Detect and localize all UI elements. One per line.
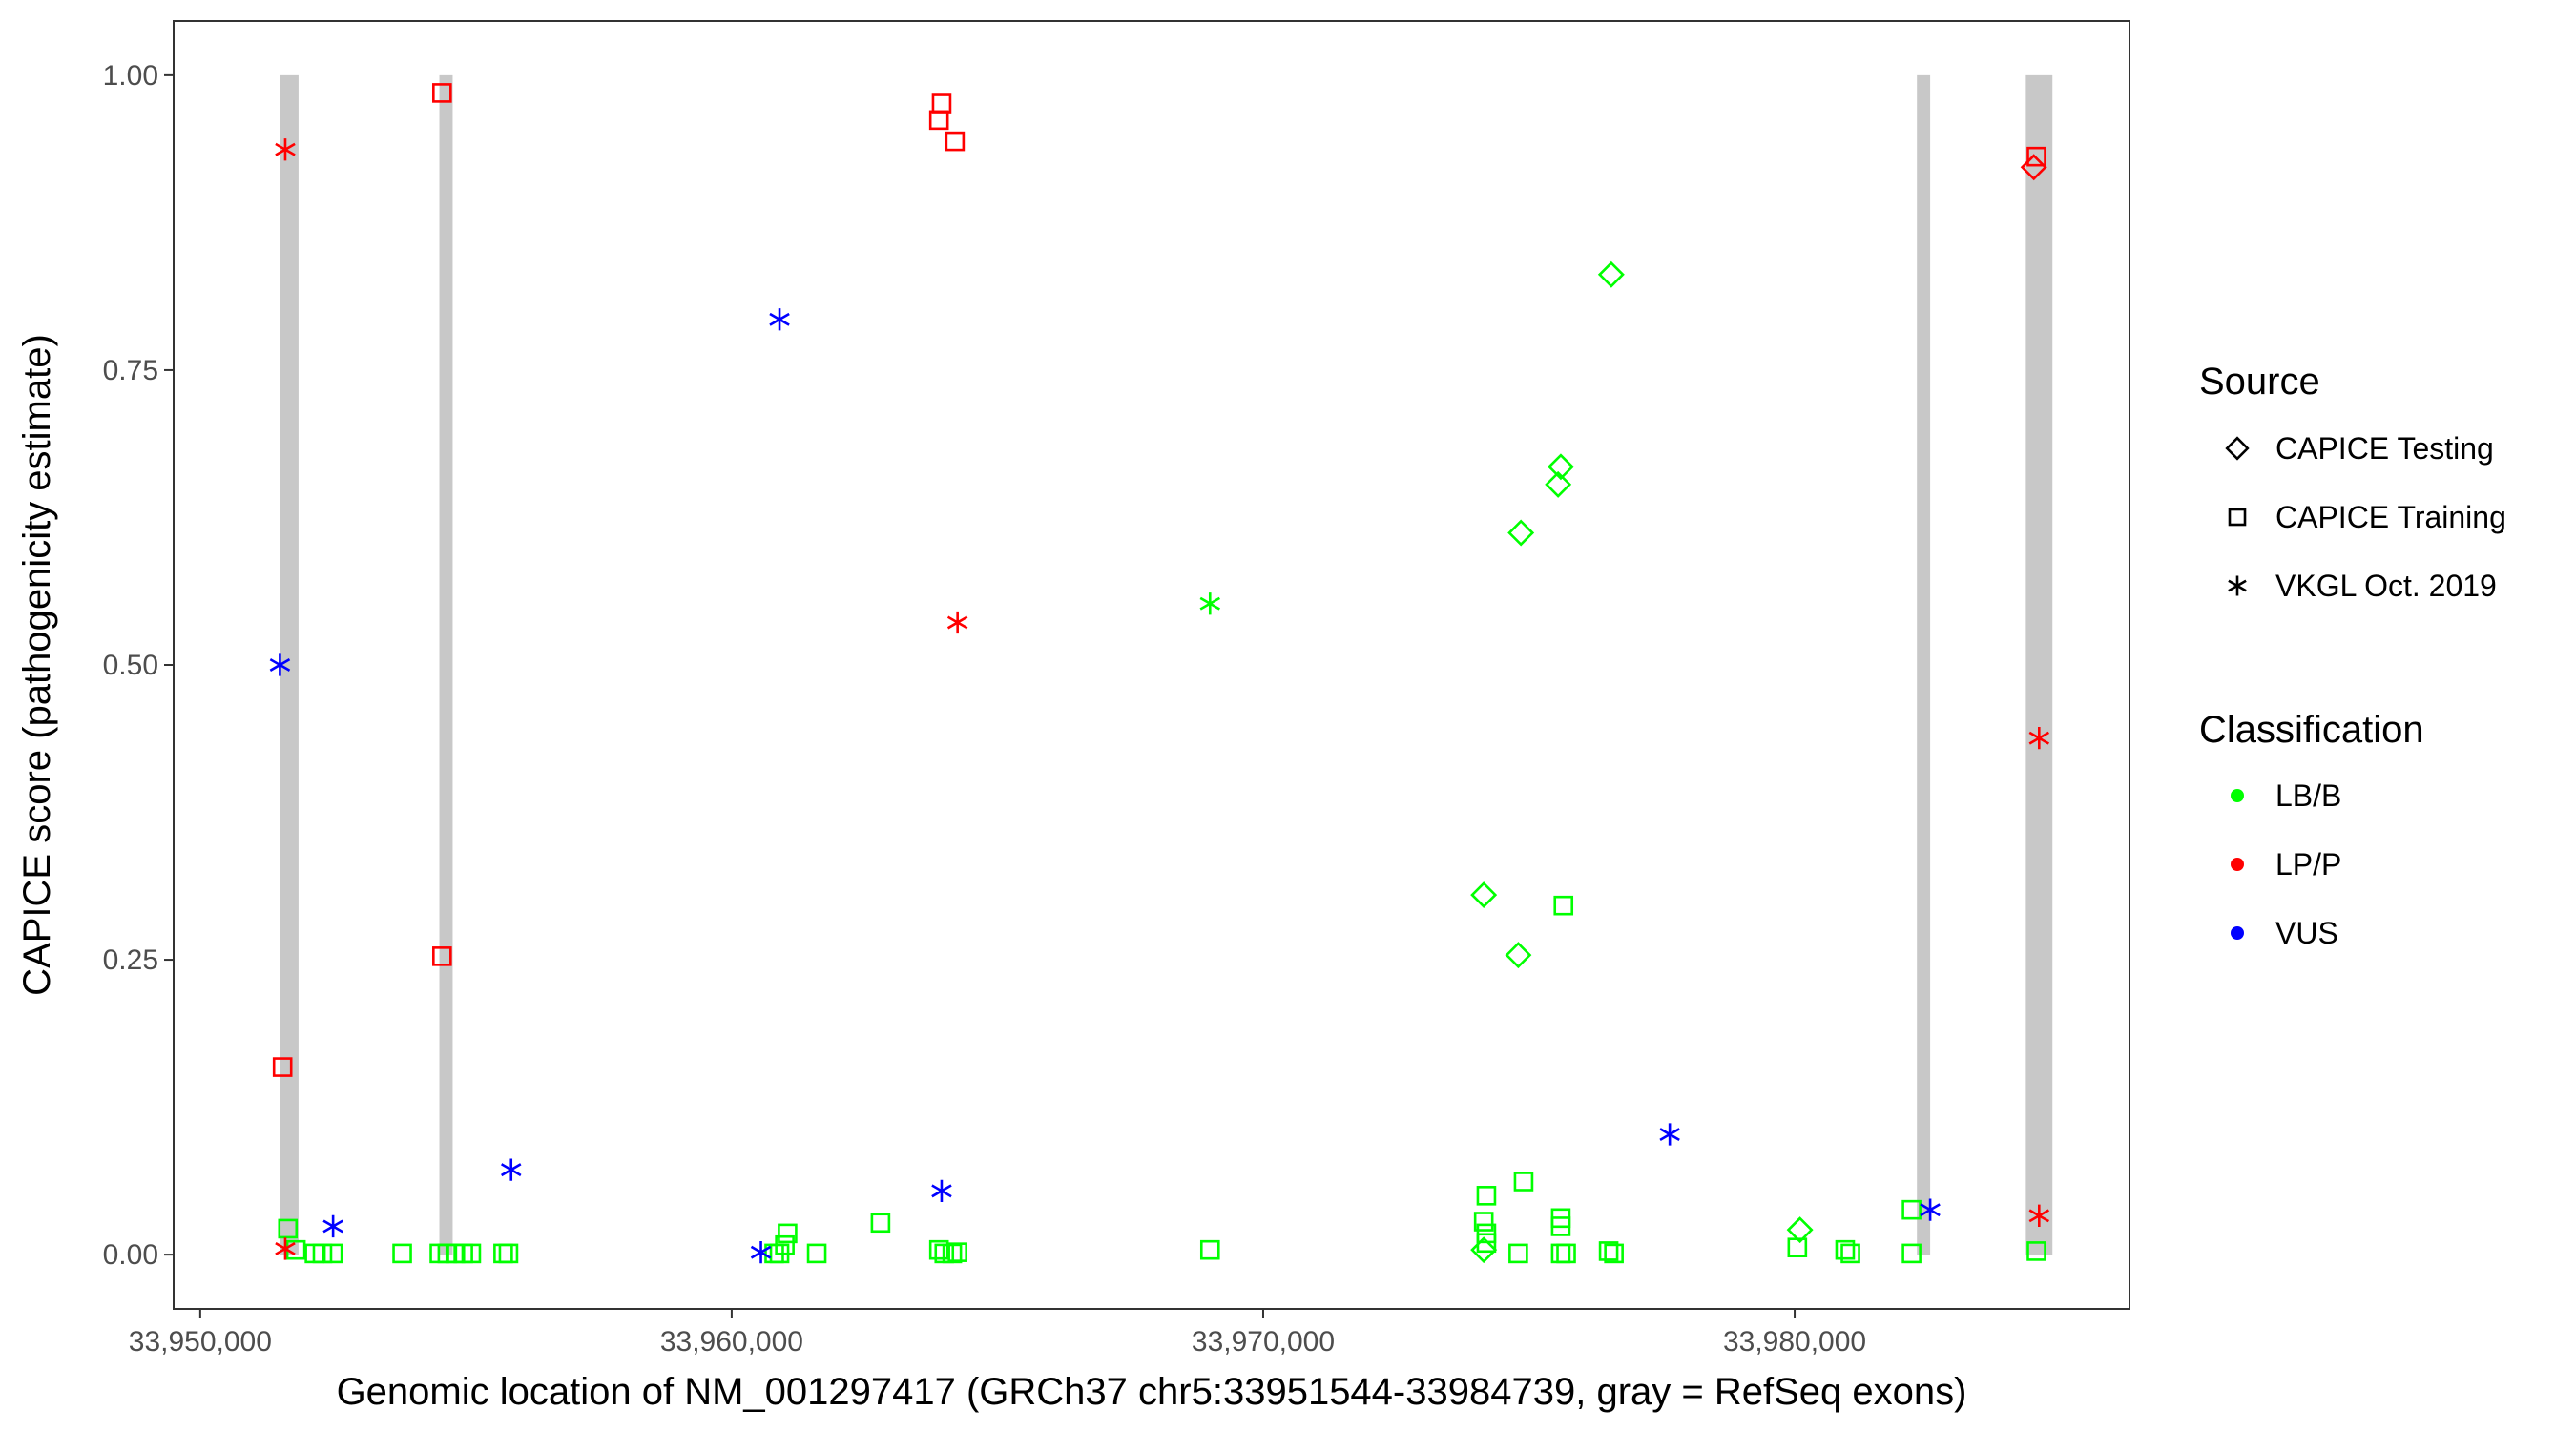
legend-label: LB/B bbox=[2275, 778, 2341, 813]
data-point-square bbox=[498, 1243, 519, 1264]
legend-label: CAPICE Testing bbox=[2275, 431, 2494, 466]
data-point-star bbox=[275, 138, 296, 161]
data-point-square bbox=[432, 83, 452, 103]
data-point-square bbox=[775, 1234, 795, 1255]
data-points bbox=[269, 83, 2050, 1264]
exon-bar bbox=[280, 74, 299, 1255]
legend-label: VKGL Oct. 2019 bbox=[2275, 569, 2497, 603]
legend-key-dot bbox=[2231, 858, 2244, 871]
y-tick-label: 0.50 bbox=[103, 650, 158, 681]
y-tick-label: 0.25 bbox=[103, 944, 158, 976]
data-point-square bbox=[1550, 1216, 1571, 1236]
data-point-square bbox=[1835, 1239, 1856, 1260]
data-point-square bbox=[392, 1243, 412, 1264]
data-point-square bbox=[1508, 1243, 1528, 1264]
data-point-square bbox=[272, 1057, 293, 1077]
data-point-square bbox=[278, 1218, 299, 1239]
data-point-diamond bbox=[1545, 470, 1572, 498]
legend: Source CAPICE Testing CAPICE Training VKGL … bbox=[2199, 361, 2506, 950]
axes: 0.00 0.25 0.50 0.75 1.00 33,950,000 33,960,000… bbox=[103, 60, 1867, 1358]
data-point-diamond bbox=[2020, 154, 2047, 181]
legend-title-source: Source bbox=[2199, 361, 2320, 403]
data-point-star bbox=[750, 1241, 772, 1264]
data-point-diamond bbox=[1470, 881, 1498, 909]
legend-key-square bbox=[2228, 508, 2247, 527]
data-point-square bbox=[947, 1242, 967, 1262]
data-point-square bbox=[778, 1223, 798, 1244]
legend-key-dot bbox=[2231, 789, 2244, 802]
data-point-star bbox=[2028, 726, 2050, 750]
x-tick-label: 33,980,000 bbox=[1723, 1326, 1866, 1358]
data-point-star bbox=[1920, 1198, 1941, 1221]
data-point-square bbox=[2026, 1241, 2046, 1261]
legend-key-star bbox=[2228, 575, 2247, 596]
data-point-star bbox=[500, 1158, 522, 1181]
data-point-star bbox=[275, 1237, 296, 1260]
data-point-square bbox=[806, 1243, 827, 1264]
legend-label: CAPICE Training bbox=[2275, 500, 2506, 534]
y-tick-label: 0.75 bbox=[103, 355, 158, 386]
data-point-star bbox=[2028, 1204, 2050, 1227]
exon-bar bbox=[439, 74, 453, 1255]
x-tick-label: 33,950,000 bbox=[129, 1326, 272, 1358]
data-point-star bbox=[322, 1214, 343, 1238]
data-point-diamond bbox=[1547, 453, 1574, 481]
data-point-diamond bbox=[1470, 1236, 1498, 1264]
data-point-square bbox=[1199, 1239, 1220, 1260]
x-axis-title: Genomic location of NM_001297417 (GRCh37… bbox=[337, 1371, 1967, 1413]
data-point-star bbox=[269, 653, 291, 676]
data-point-square bbox=[1901, 1243, 1922, 1264]
data-point-square bbox=[1473, 1212, 1494, 1232]
y-tick-label: 1.00 bbox=[103, 60, 158, 92]
data-point-square bbox=[322, 1243, 343, 1264]
legend-title-classification: Classification bbox=[2199, 709, 2424, 751]
data-point-diamond bbox=[1505, 942, 1532, 969]
data-point-square bbox=[312, 1243, 333, 1264]
data-point-square bbox=[461, 1243, 482, 1264]
data-point-star bbox=[931, 1179, 952, 1203]
data-point-star bbox=[769, 308, 790, 331]
legend-label: LP/P bbox=[2275, 847, 2341, 881]
data-point-square bbox=[1513, 1172, 1534, 1192]
legend-label: VUS bbox=[2275, 916, 2338, 950]
x-tick-label: 33,970,000 bbox=[1192, 1326, 1335, 1358]
data-point-square bbox=[2026, 146, 2046, 167]
data-point-star bbox=[946, 611, 968, 634]
data-point-square bbox=[928, 110, 949, 131]
data-point-diamond bbox=[1597, 260, 1625, 288]
data-point-diamond bbox=[1786, 1216, 1814, 1244]
y-axis-title: CAPICE score (pathogenicity estimate) bbox=[16, 334, 58, 996]
data-point-square bbox=[1598, 1241, 1619, 1261]
data-point-square bbox=[1553, 895, 1574, 916]
exon-bar bbox=[2025, 74, 2053, 1255]
data-point-diamond bbox=[1507, 519, 1535, 547]
data-point-star bbox=[1659, 1123, 1680, 1146]
data-point-star bbox=[1199, 592, 1221, 615]
y-tick-label: 0.00 bbox=[103, 1239, 158, 1271]
data-point-square bbox=[1840, 1243, 1860, 1264]
data-point-square bbox=[1604, 1243, 1624, 1264]
data-point-square bbox=[1901, 1199, 1922, 1220]
data-point-square bbox=[1476, 1186, 1497, 1206]
data-point-square bbox=[928, 1239, 949, 1260]
data-point-square bbox=[432, 946, 452, 966]
data-point-square bbox=[870, 1213, 891, 1234]
exon-bars bbox=[280, 74, 2053, 1255]
data-point-square bbox=[1556, 1243, 1576, 1264]
exon-bar bbox=[1917, 74, 1931, 1255]
data-point-square bbox=[945, 131, 966, 152]
x-tick-label: 33,960,000 bbox=[660, 1326, 803, 1358]
legend-key-dot bbox=[2231, 926, 2244, 940]
legend-key-diamond bbox=[2225, 436, 2250, 461]
